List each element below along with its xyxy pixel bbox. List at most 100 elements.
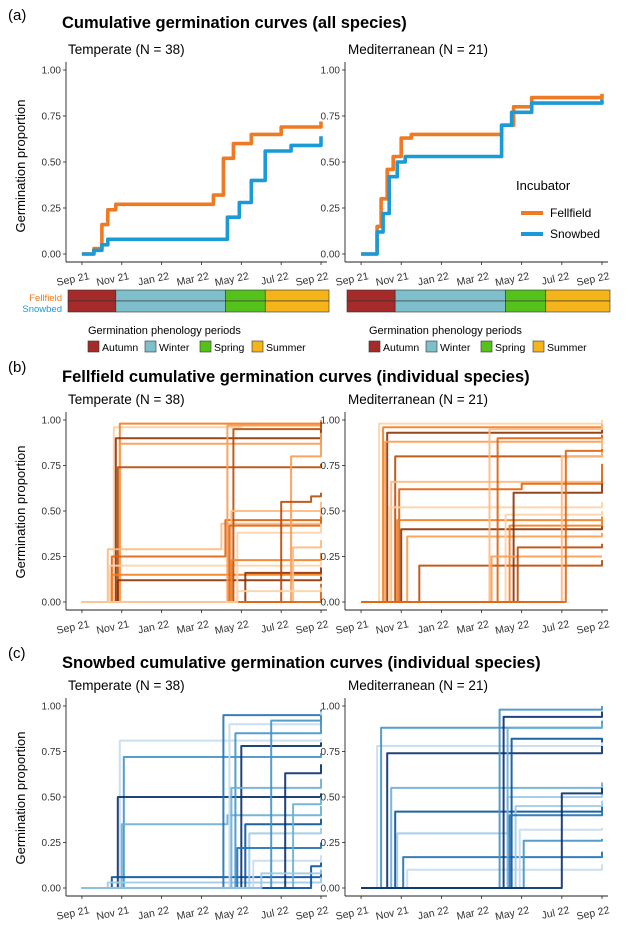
phenology-key-label-autumn: Autumn [102, 342, 138, 354]
x-tick-label: May 22 [494, 270, 530, 289]
phenology-row-label-fellfield: Fellfield [29, 293, 62, 304]
phenology-segment-winter [394, 300, 506, 313]
panel-a-title: Cumulative germination curves (all speci… [62, 14, 407, 32]
x-tick-label: Jul 22 [541, 618, 571, 636]
species-curve-10 [81, 576, 322, 603]
x-tick-label: Sep 21 [335, 904, 370, 923]
phenology-key-label-spring: Spring [495, 342, 526, 354]
x-tick-label: May 22 [214, 270, 250, 289]
ylabel-a: Germination proportion [13, 100, 28, 233]
y-tick-label: 0.75 [42, 461, 62, 472]
x-tick-label: Jul 22 [541, 270, 571, 288]
y-tick-label: 1.00 [42, 416, 62, 427]
phenology-legend-title: Germination phenology periods [88, 325, 241, 337]
facet-b-temperate: Temperate (N = 38) [68, 392, 185, 407]
phenology-segment-winter [394, 289, 506, 302]
phenology-key-summer [532, 340, 545, 353]
y-tick-label: 0.50 [321, 507, 341, 518]
x-tick-label: Jul 22 [260, 270, 290, 288]
phenology-segment-autumn [67, 289, 117, 302]
x-tick-label: Jul 22 [260, 618, 290, 636]
x-tick-label: Jan 22 [417, 618, 450, 636]
x-tick-label: Sep 21 [56, 618, 91, 637]
y-tick-label: 0.50 [42, 793, 62, 804]
x-tick-label: Sep 22 [576, 618, 611, 637]
phenology-segment-winter [115, 300, 226, 313]
y-tick-label: 0.25 [42, 552, 62, 563]
phenology-segment-summer [264, 289, 330, 302]
phenology-bar-temperate [67, 289, 330, 313]
y-tick-label: 1.00 [321, 66, 341, 77]
x-tick-label: Jan 22 [417, 270, 450, 288]
facet-c-mediterranean: Mediterranean (N = 21) [348, 678, 488, 693]
x-tick-label: Mar 22 [456, 618, 491, 637]
phenology-key-label-summer: Summer [547, 342, 587, 354]
y-tick-label: 0.25 [42, 204, 62, 215]
phenology-segment-spring [505, 300, 547, 313]
species-curve-6 [361, 789, 603, 889]
species-curve-19 [81, 862, 322, 889]
x-tick-label: Jul 22 [260, 904, 290, 922]
y-tick-label: 0.00 [321, 884, 341, 895]
facet-b-mediterranean: Mediterranean (N = 21) [348, 392, 488, 407]
phenology-legend-temperate: Germination phenology periods Autumn Win… [87, 325, 306, 354]
x-tick-label: Sep 22 [576, 904, 611, 923]
y-tick-label: 1.00 [321, 416, 341, 427]
phenology-segment-summer [545, 289, 611, 302]
phenology-legend-mediterranean: Germination phenology periods Autumn Win… [368, 325, 587, 354]
x-tick-label: Nov 21 [375, 618, 410, 637]
legend-label-snowbed: Snowbed [550, 227, 600, 241]
y-tick-label: 0.00 [42, 598, 62, 609]
y-tick-label: 0.50 [321, 793, 341, 804]
plot-a-mediterranean: 0.00 0.25 0.50 0.75 1.00 Sep 21 Nov 21 Jan 22 Ma… [321, 62, 611, 289]
panel-a-tag: (a) [8, 7, 26, 24]
x-tick-label: Sep 21 [56, 904, 91, 923]
x-tick-label: May 22 [494, 618, 530, 637]
y-tick-label: 1.00 [321, 702, 341, 713]
series-snowbed [81, 136, 323, 256]
panel-c-tag: (c) [8, 645, 26, 662]
facet-a-temperate: Temperate (N = 38) [68, 42, 185, 57]
phenology-segment-spring [225, 289, 266, 302]
x-tick-label: Jan 22 [137, 618, 170, 636]
phenology-key-autumn [368, 340, 381, 353]
panel-c-title: Snowbed cumulative germination curves (i… [62, 654, 541, 672]
phenology-row-label-snowbed: Snowbed [22, 304, 62, 315]
phenology-segment-winter [115, 289, 226, 302]
x-tick-label: Mar 22 [456, 904, 491, 923]
phenology-key-spring [480, 340, 493, 353]
phenology-segment-autumn [346, 289, 396, 302]
x-tick-label: Nov 21 [95, 270, 130, 289]
plot-c-mediterranean: 0.00 0.25 0.50 0.75 1.00 Sep 21 Nov 21 Jan 22 Ma… [321, 698, 611, 923]
x-tick-label: May 22 [214, 618, 250, 637]
ylabel-b: Germination proportion [13, 446, 28, 579]
x-tick-label: May 22 [214, 904, 250, 923]
x-tick-label: Sep 22 [295, 904, 330, 923]
phenology-key-label-summer: Summer [266, 342, 306, 354]
x-tick-label: Sep 21 [335, 270, 370, 289]
phenology-legend-title: Germination phenology periods [369, 325, 522, 337]
y-tick-label: 0.75 [321, 461, 341, 472]
phenology-key-spring [199, 340, 212, 353]
y-tick-label: 0.75 [321, 112, 341, 123]
phenology-key-label-spring: Spring [214, 342, 245, 354]
phenology-key-label-winter: Winter [440, 342, 471, 354]
y-tick-label: 0.25 [321, 838, 341, 849]
phenology-key-label-winter: Winter [159, 342, 190, 354]
phenology-segment-autumn [67, 300, 117, 313]
x-tick-label: May 22 [494, 904, 530, 923]
series-fellfield [81, 121, 323, 256]
x-tick-label: Sep 22 [295, 618, 330, 637]
phenology-key-winter [425, 340, 438, 353]
x-tick-label: Jul 22 [541, 904, 571, 922]
y-tick-label: 1.00 [42, 66, 62, 77]
phenology-segment-spring [505, 289, 547, 302]
x-tick-label: Sep 21 [335, 618, 370, 637]
y-tick-label: 0.75 [42, 747, 62, 758]
phenology-segment-spring [225, 300, 266, 313]
species-curve-21 [361, 449, 603, 603]
y-tick-label: 0.25 [321, 552, 341, 563]
plot-b-mediterranean: 0.00 0.25 0.50 0.75 1.00 Sep 21 Nov 21 Jan 22 Ma… [321, 412, 611, 637]
series-snowbed [361, 99, 604, 256]
